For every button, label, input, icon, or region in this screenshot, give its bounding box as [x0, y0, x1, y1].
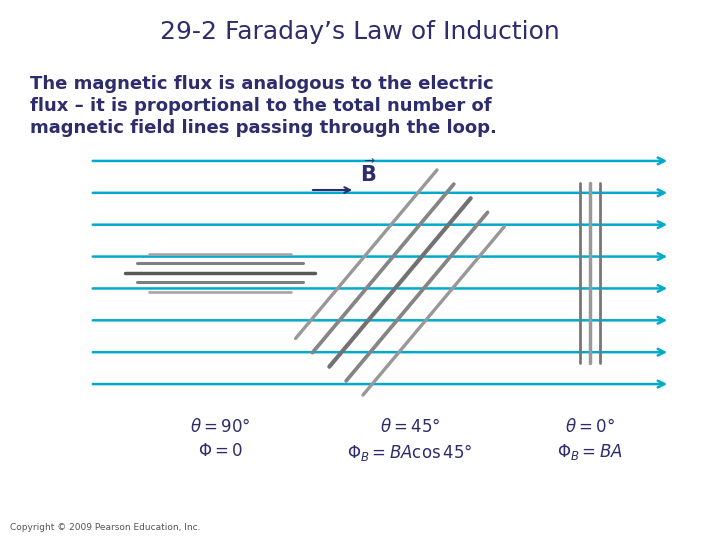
- Text: $\Phi_B=BA\cos45°$: $\Phi_B=BA\cos45°$: [347, 442, 473, 463]
- Text: $\Phi=0$: $\Phi=0$: [197, 442, 243, 460]
- Text: $\Phi_B=BA$: $\Phi_B=BA$: [557, 442, 623, 462]
- Text: $\theta=45°$: $\theta=45°$: [379, 418, 440, 436]
- Text: $\vec{\mathbf{B}}$: $\vec{\mathbf{B}}$: [360, 159, 377, 186]
- Text: flux – it is proportional to the total number of: flux – it is proportional to the total n…: [30, 97, 492, 115]
- Text: $\theta=0°$: $\theta=0°$: [565, 418, 615, 436]
- Text: $\theta=90°$: $\theta=90°$: [190, 418, 251, 436]
- Text: 29-2 Faraday’s Law of Induction: 29-2 Faraday’s Law of Induction: [160, 20, 560, 44]
- Text: Copyright © 2009 Pearson Education, Inc.: Copyright © 2009 Pearson Education, Inc.: [10, 523, 200, 532]
- Text: The magnetic flux is analogous to the electric: The magnetic flux is analogous to the el…: [30, 75, 494, 93]
- Text: magnetic field lines passing through the loop.: magnetic field lines passing through the…: [30, 119, 497, 137]
